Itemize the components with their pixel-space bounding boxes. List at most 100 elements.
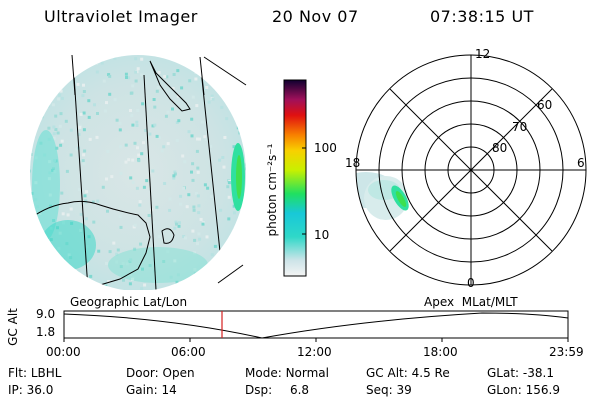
emission-speckle — [172, 73, 176, 76]
emission-speckle — [180, 61, 184, 65]
emission-speckle — [218, 158, 222, 162]
emission-speckle — [131, 123, 135, 127]
emission-speckle — [30, 139, 33, 143]
emission-speckle — [230, 77, 234, 81]
emission-speckle — [209, 144, 213, 148]
emission-speckle — [241, 74, 245, 78]
emission-speckle — [83, 194, 87, 198]
emission-speckle — [135, 186, 139, 190]
emission-speckle — [81, 94, 85, 98]
emission-speckle — [46, 68, 50, 72]
emission-speckle — [125, 262, 129, 266]
emission-speckle — [153, 105, 157, 109]
emission-speckle — [119, 171, 123, 175]
emission-speckle — [91, 200, 95, 204]
auroral-band-core — [236, 155, 242, 199]
emission-speckle — [198, 271, 202, 275]
emission-speckle — [82, 153, 86, 157]
emission-speckle — [155, 205, 159, 209]
emission-speckle — [33, 250, 37, 254]
emission-speckle — [32, 97, 35, 101]
emission-speckle — [46, 71, 50, 75]
emission-speckle — [82, 111, 86, 115]
seq-label: Seq: — [366, 383, 393, 397]
emission-speckle — [210, 282, 214, 286]
emission-speckle — [153, 123, 157, 127]
emission-speckle — [194, 77, 198, 81]
emission-speckle — [57, 264, 61, 268]
filter-label: Flt: — [8, 366, 27, 380]
emission-speckle — [197, 211, 201, 215]
gain-label: Gain: — [126, 383, 158, 397]
emission-speckle — [183, 236, 187, 240]
emission-speckle — [54, 266, 58, 270]
emission-speckle — [134, 70, 138, 74]
gain-value: 14 — [161, 383, 177, 397]
emission-speckle — [46, 104, 50, 108]
emission-speckle — [233, 254, 237, 258]
emission-speckle — [81, 159, 85, 163]
time-tick-2359: 23:59 — [549, 345, 584, 359]
emission-speckle — [168, 197, 172, 201]
emission-patch — [40, 220, 96, 270]
emission-speckle — [155, 89, 159, 93]
emission-speckle — [163, 182, 167, 185]
emission-speckle — [54, 128, 58, 131]
emission-speckle — [129, 273, 133, 277]
emission-speckle — [242, 96, 246, 100]
emission-speckle — [51, 69, 55, 73]
emission-speckle — [176, 273, 180, 277]
emission-speckle — [137, 153, 141, 157]
emission-speckle — [57, 58, 61, 61]
emission-speckle — [54, 114, 58, 118]
emission-speckle — [193, 268, 197, 271]
emission-speckle — [112, 241, 116, 245]
emission-speckle — [179, 194, 183, 198]
emission-speckle — [52, 125, 56, 129]
status-filter: Flt: LBHL — [8, 366, 61, 380]
emission-speckle — [133, 247, 137, 251]
emission-speckle — [107, 280, 111, 283]
emission-speckle — [136, 67, 140, 71]
emission-speckle — [162, 145, 166, 149]
emission-speckle — [66, 71, 70, 75]
mode-value: Normal — [285, 366, 329, 380]
emission-speckle — [185, 205, 189, 209]
emission-speckle — [175, 222, 178, 226]
emission-speckle — [136, 109, 140, 112]
emission-speckle — [64, 55, 68, 59]
emission-speckle — [60, 96, 64, 100]
emission-speckle — [244, 208, 246, 212]
emission-speckle — [46, 93, 50, 97]
mlt-label-12: 12 — [475, 47, 491, 61]
emission-speckle — [116, 248, 120, 252]
emission-speckle — [243, 141, 246, 145]
emission-speckle — [83, 149, 87, 153]
status-glat: GLat: -38.1 — [487, 366, 554, 380]
filter-value: LBHL — [30, 366, 62, 380]
emission-speckle — [81, 276, 85, 280]
emission-speckle — [196, 170, 200, 174]
emission-speckle — [198, 237, 202, 241]
emission-speckle — [125, 76, 128, 79]
emission-speckle — [205, 86, 209, 89]
emission-speckle — [40, 115, 44, 119]
emission-speckle — [166, 142, 170, 146]
emission-speckle — [220, 105, 224, 109]
time-tick-0600: 06:00 — [171, 345, 206, 359]
emission-speckle — [157, 136, 161, 140]
emission-speckle — [140, 57, 144, 61]
emission-speckle — [31, 236, 35, 240]
coastline — [30, 200, 151, 288]
coastline-north — [149, 60, 191, 112]
emission-speckle — [188, 79, 192, 83]
emission-speckle — [79, 112, 83, 116]
glon-label: GLon: — [487, 383, 522, 397]
status-ip: IP: 36.0 — [8, 383, 53, 397]
emission-speckle — [32, 134, 36, 138]
emission-speckle — [108, 250, 112, 254]
emission-speckle — [155, 134, 159, 138]
emission-speckle — [229, 100, 233, 104]
emission-speckle — [30, 153, 32, 157]
emission-speckle — [63, 271, 66, 275]
